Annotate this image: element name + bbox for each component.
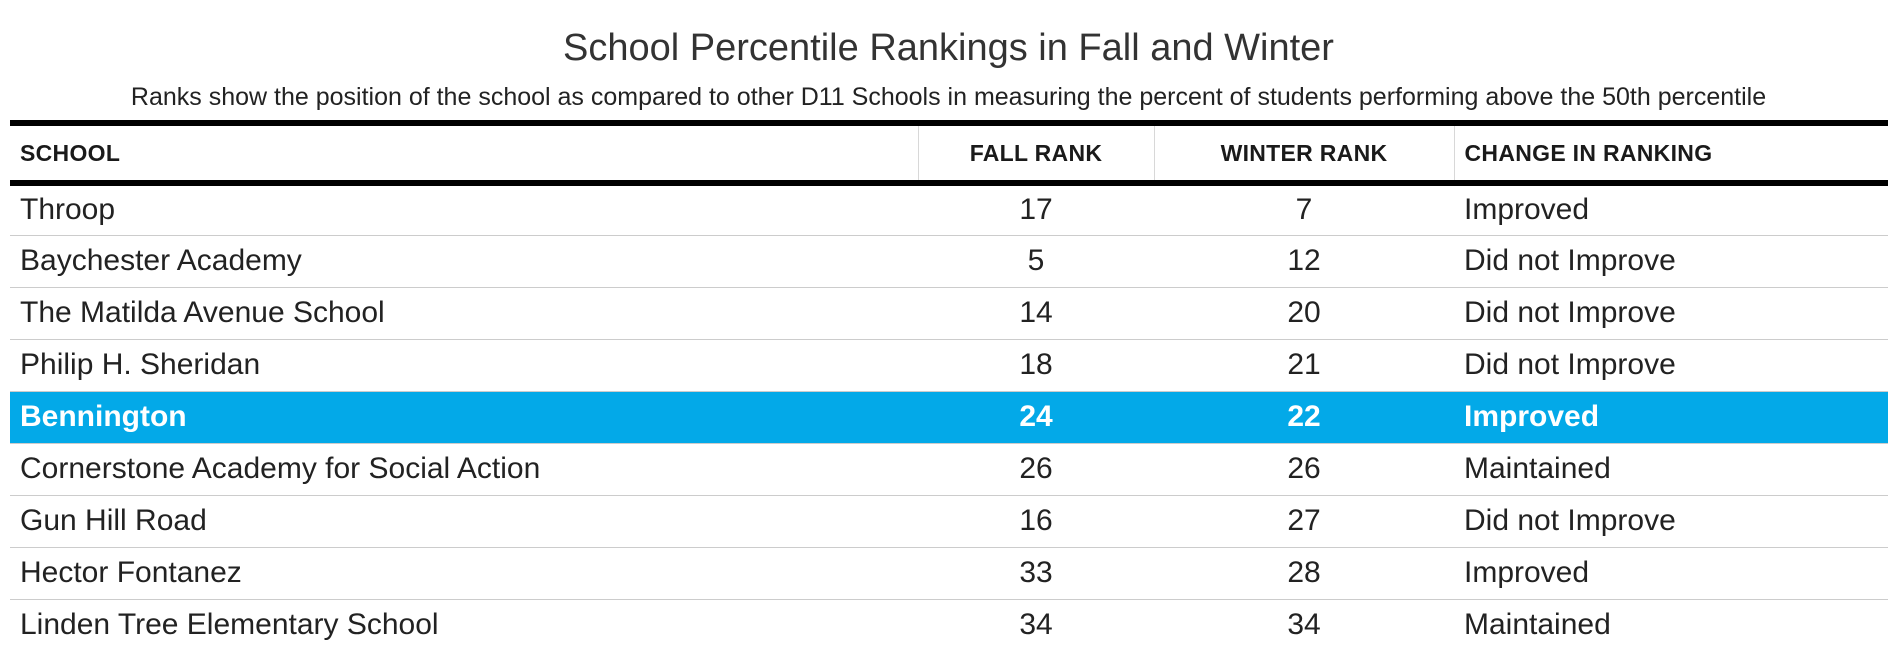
school-cell: Bennington [20,400,187,433]
column-header-winter-rank: WINTER RANK [1153,123,1454,183]
change-cell: Did not Improve [1464,244,1676,277]
fall-rank-cell: 24 [1019,400,1053,433]
winter-rank-cell: 22 [1287,400,1321,433]
change-cell: Did not Improve [1464,348,1676,381]
table-row: Cornerstone Academy for Social Action 26 2… [10,443,1888,495]
table-row: Baychester Academy 5 12 Did not Improve [10,235,1888,287]
winter-rank-cell: 27 [1287,504,1321,537]
column-header-school: SCHOOL [20,139,121,166]
school-cell: Throop [20,193,116,227]
change-cell: Did not Improve [1464,504,1676,537]
change-cell: Did not Improve [1464,296,1676,329]
chart-title: School Percentile Rankings in Fall and W… [563,27,1334,69]
table-body: Throop 17 7 Improved Baychester Academy 5 12 Di… [10,183,1888,651]
winter-rank-cell: 12 [1287,244,1321,277]
fall-rank-cell: 26 [1019,452,1053,485]
change-cell: Improved [1464,193,1590,227]
fall-rank-cell: 17 [1019,193,1053,227]
column-header-fall-rank: FALL RANK [917,123,1154,183]
school-cell: Philip H. Sheridan [20,348,261,381]
table-row: Hector Fontanez 33 28 Improved [10,547,1888,599]
table-row: The Matilda Avenue School 14 20 Did not Imp… [10,287,1888,339]
school-cell: Linden Tree Elementary School [20,608,439,642]
school-cell: The Matilda Avenue School [20,296,385,329]
change-cell: Improved [1464,556,1590,589]
change-cell: Improved [1464,400,1600,433]
winter-rank-cell: 21 [1287,348,1321,381]
school-cell: Cornerstone Academy for Social Action [20,452,541,485]
chart-subtitle: Ranks show the position of the school as… [130,83,1767,111]
table-row: Gun Hill Road 16 27 Did not Improve [10,495,1888,547]
winter-rank-cell: 28 [1287,556,1321,589]
fall-rank-cell: 34 [1019,608,1053,642]
rankings-table: SCHOOL FALL RANK WINTER RANK CHANGE IN R… [10,120,1888,651]
winter-rank-cell: 7 [1295,193,1313,227]
fall-rank-cell: 5 [1027,244,1045,277]
winter-rank-cell: 34 [1287,608,1321,642]
fall-rank-cell: 18 [1019,348,1053,381]
table-row: Philip H. Sheridan 18 21 Did not Improve [10,339,1888,391]
winter-rank-cell: 20 [1287,296,1321,329]
change-cell: Maintained [1464,608,1611,642]
school-cell: Gun Hill Road [20,504,207,537]
column-header-change-in-ranking: CHANGE IN RANKING [1453,123,1888,183]
school-cell: Hector Fontanez [20,556,242,589]
table-header-row: SCHOOL FALL RANK WINTER RANK CHANGE IN R… [10,123,1888,183]
table-row: Linden Tree Elementary School 34 34 Maintai… [10,599,1888,651]
table-row: Throop 17 7 Improved [10,183,1888,235]
fall-rank-cell: 33 [1019,556,1053,589]
school-cell: Baychester Academy [20,244,302,277]
table-row: Bennington 24 22 Improved [10,391,1888,443]
fall-rank-cell: 16 [1019,504,1053,537]
winter-rank-cell: 26 [1287,452,1321,485]
fall-rank-cell: 14 [1019,296,1053,329]
change-cell: Maintained [1464,452,1611,485]
